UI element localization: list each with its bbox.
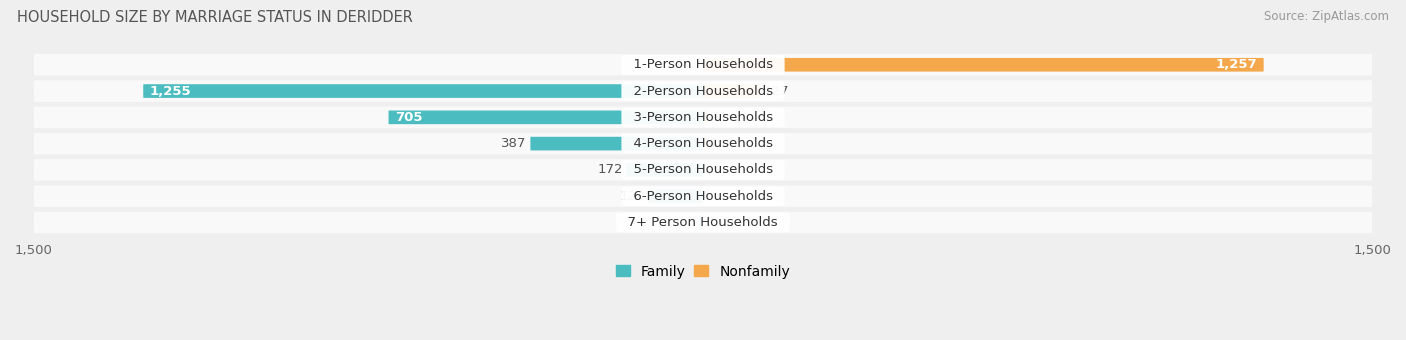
Text: 387: 387 xyxy=(502,137,527,150)
FancyBboxPatch shape xyxy=(530,137,703,151)
FancyBboxPatch shape xyxy=(699,216,703,229)
FancyBboxPatch shape xyxy=(143,84,703,98)
FancyBboxPatch shape xyxy=(648,189,703,203)
Text: 2-Person Households: 2-Person Households xyxy=(624,85,782,98)
Text: Source: ZipAtlas.com: Source: ZipAtlas.com xyxy=(1264,10,1389,23)
FancyBboxPatch shape xyxy=(34,133,1372,154)
Text: 122: 122 xyxy=(620,190,645,203)
Text: 3-Person Households: 3-Person Households xyxy=(624,111,782,124)
Text: 1,255: 1,255 xyxy=(150,85,191,98)
Text: 8: 8 xyxy=(688,216,696,229)
Text: 4-Person Households: 4-Person Households xyxy=(624,137,782,150)
FancyBboxPatch shape xyxy=(703,110,707,124)
FancyBboxPatch shape xyxy=(34,159,1372,181)
Text: 7: 7 xyxy=(710,137,718,150)
Text: 5-Person Households: 5-Person Households xyxy=(624,164,782,176)
FancyBboxPatch shape xyxy=(703,84,759,98)
Text: 172: 172 xyxy=(598,164,623,176)
FancyBboxPatch shape xyxy=(34,54,1372,75)
FancyBboxPatch shape xyxy=(388,110,703,124)
Text: 127: 127 xyxy=(763,85,789,98)
Text: 705: 705 xyxy=(395,111,423,124)
FancyBboxPatch shape xyxy=(34,106,1372,128)
FancyBboxPatch shape xyxy=(34,80,1372,102)
Text: 11: 11 xyxy=(711,111,728,124)
Text: HOUSEHOLD SIZE BY MARRIAGE STATUS IN DERIDDER: HOUSEHOLD SIZE BY MARRIAGE STATUS IN DER… xyxy=(17,10,413,25)
Text: 1,257: 1,257 xyxy=(1215,58,1257,71)
FancyBboxPatch shape xyxy=(34,212,1372,233)
Text: 7+ Person Households: 7+ Person Households xyxy=(620,216,786,229)
Text: 1-Person Households: 1-Person Households xyxy=(624,58,782,71)
FancyBboxPatch shape xyxy=(626,163,703,177)
Text: 6-Person Households: 6-Person Households xyxy=(624,190,782,203)
FancyBboxPatch shape xyxy=(34,185,1372,207)
FancyBboxPatch shape xyxy=(703,58,1264,72)
Legend: Family, Nonfamily: Family, Nonfamily xyxy=(610,259,796,284)
FancyBboxPatch shape xyxy=(703,137,706,151)
